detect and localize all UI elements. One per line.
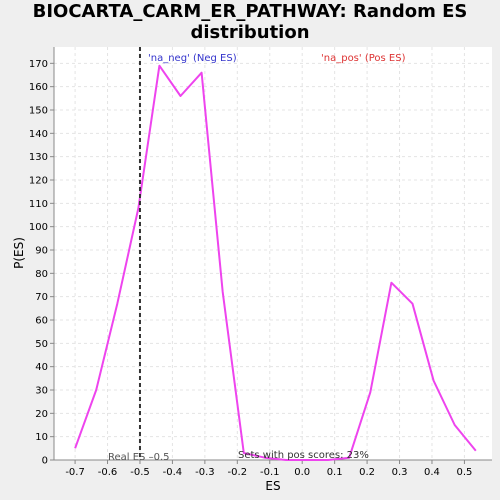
neg-es-label: 'na_neg' (Neg ES) [148,53,237,64]
chart-title-line-2: distribution [190,22,310,43]
x-tick-label-9: 0.2 [359,467,375,478]
chart-title: BIOCARTA_CARM_ER_PATHWAY: Random ES dist… [0,1,500,43]
y-tick-label-11: 110 [29,199,48,210]
y-tick-label-5: 50 [35,339,48,350]
x-tick-label-11: 0.4 [424,467,440,478]
series-line-0 [74,64,477,461]
annotations: 'na_neg' (Neg ES) 'na_pos' (Pos ES) Real… [108,53,406,463]
y-tick-label-10: 100 [29,222,48,233]
real-es-label: Real ES –0.5 [108,452,169,463]
x-tick-label-7: 0.0 [294,467,310,478]
y-tick-label-12: 120 [29,176,48,187]
y-tick-label-14: 140 [29,129,48,140]
y-tick-label-8: 80 [35,269,48,280]
x-tick-label-6: -0.1 [260,467,280,478]
tick-labels: -0.7 -0.6 -0.5 -0.4 -0.3 -0.2 -0.1 0.0 0.1 0.2 0.3… [29,59,472,478]
y-tick-label-7: 70 [35,292,48,303]
x-axis-label: ES [265,479,280,493]
x-tick-label-3: -0.4 [163,467,183,478]
y-axis-label: P(ES) [12,237,26,269]
x-tick-label-0: -0.7 [65,467,85,478]
y-tick-label-2: 20 [35,409,48,420]
pos-scores-label: Sets with pos scores: 23% [238,450,369,461]
pos-es-label: 'na_pos' (Pos ES) [321,53,406,64]
x-tick-label-5: -0.2 [228,467,248,478]
y-tick-label-6: 60 [35,316,48,327]
y-tick-label-4: 40 [35,362,48,373]
x-tick-label-1: -0.6 [98,467,118,478]
chart-title-line-1: BIOCARTA_CARM_ER_PATHWAY: Random ES [32,1,468,22]
y-tick-label-1: 10 [35,432,48,443]
x-tick-label-4: -0.3 [195,467,215,478]
series-layer [74,47,477,461]
x-tick-label-8: 0.1 [327,467,343,478]
y-tick-label-17: 170 [29,59,48,70]
y-tick-label-9: 90 [35,246,48,257]
x-tick-label-2: -0.5 [130,467,150,478]
plot-area [54,47,492,460]
x-tick-label-12: 0.5 [456,467,472,478]
y-tick-label-13: 130 [29,152,48,163]
x-tick-label-10: 0.3 [392,467,408,478]
axes [53,47,492,461]
grid-lines [54,47,492,461]
y-tick-label-3: 30 [35,386,48,397]
y-tick-label-0: 0 [42,456,48,467]
y-tick-label-16: 160 [29,82,48,93]
y-tick-label-15: 150 [29,106,48,117]
